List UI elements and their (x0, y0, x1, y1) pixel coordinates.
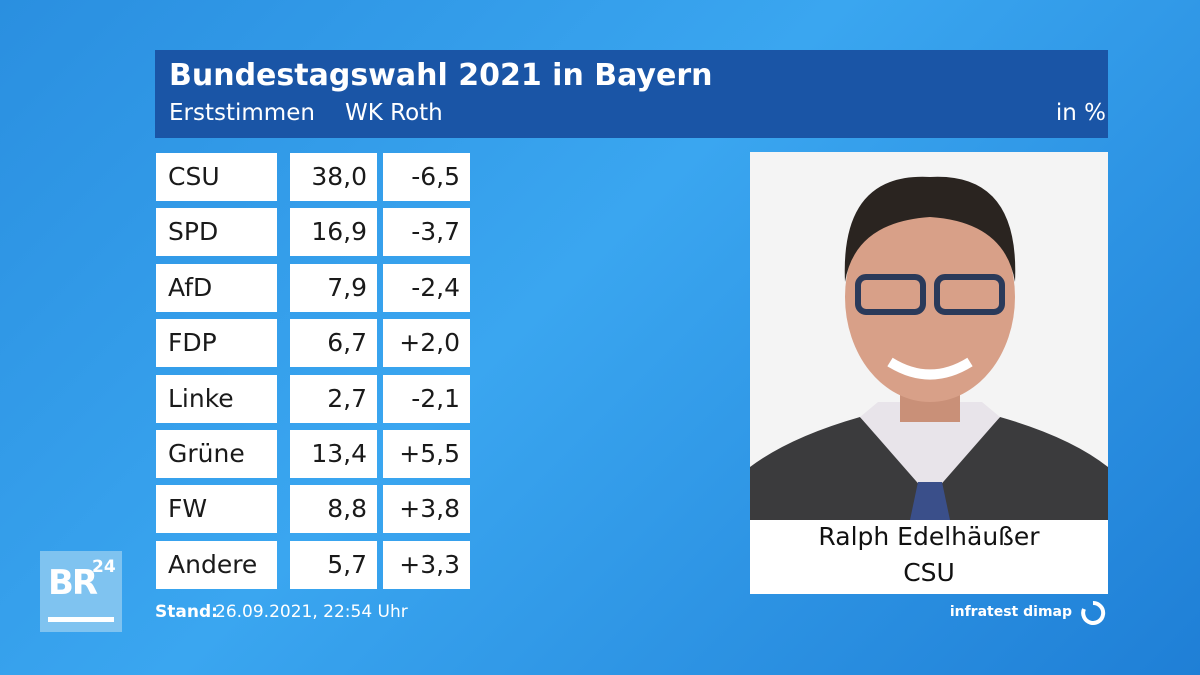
candidate-name: Ralph Edelhäußer (818, 522, 1040, 551)
vote-share: 7,9 (290, 263, 377, 312)
logo: BR 24 (40, 551, 122, 632)
vote-share: 8,8 (290, 485, 377, 534)
vote-change: +2,0 (383, 319, 470, 368)
party-name: Grüne (156, 430, 277, 478)
vote-change: -6,5 (383, 153, 470, 201)
logo-bar (48, 617, 114, 622)
footer: Stand: 26.09.2021, 22:54 Uhr infratest d… (155, 598, 1108, 628)
party-name: Linke (156, 374, 277, 423)
unit: in % (1055, 100, 1106, 126)
stand-label: Stand: (155, 602, 218, 622)
logo-brand: BR (48, 563, 98, 603)
title: Bundestagswahl 2021 in Bayern (169, 58, 713, 93)
logo-number: 24 (92, 557, 116, 577)
party-name: FDP (156, 319, 277, 368)
district: WK Roth (345, 100, 443, 126)
subtitle: Erststimmen (169, 100, 315, 126)
candidate-party: CSU (903, 558, 955, 587)
header-bar: Bundestagswahl 2021 in Bayern Erststimme… (155, 50, 1108, 138)
candidate-photo (750, 152, 1108, 520)
stand-time: 26.09.2021, 22:54 Uhr (215, 602, 408, 622)
vote-change: +3,8 (383, 485, 470, 534)
vote-change: +5,5 (383, 430, 470, 478)
source: infratest dimap (949, 604, 1072, 620)
party-name: AfD (156, 263, 277, 312)
party-name: FW (156, 485, 277, 534)
vote-change: +3,3 (383, 540, 470, 589)
vote-change: -2,1 (383, 374, 470, 423)
vote-share: 16,9 (290, 208, 377, 257)
candidate-card: Ralph Edelhäußer CSU (750, 152, 1108, 594)
vote-change: -2,4 (383, 263, 470, 312)
vote-share: 5,7 (290, 540, 377, 589)
party-name: SPD (156, 208, 277, 257)
party-name: CSU (156, 153, 277, 201)
vote-share: 2,7 (290, 374, 377, 423)
vote-share: 13,4 (290, 430, 377, 478)
vote-share: 38,0 (290, 153, 377, 201)
vote-change: -3,7 (383, 208, 470, 257)
vote-share: 6,7 (290, 319, 377, 368)
party-name: Andere (156, 540, 277, 589)
source-icon (1081, 600, 1106, 625)
